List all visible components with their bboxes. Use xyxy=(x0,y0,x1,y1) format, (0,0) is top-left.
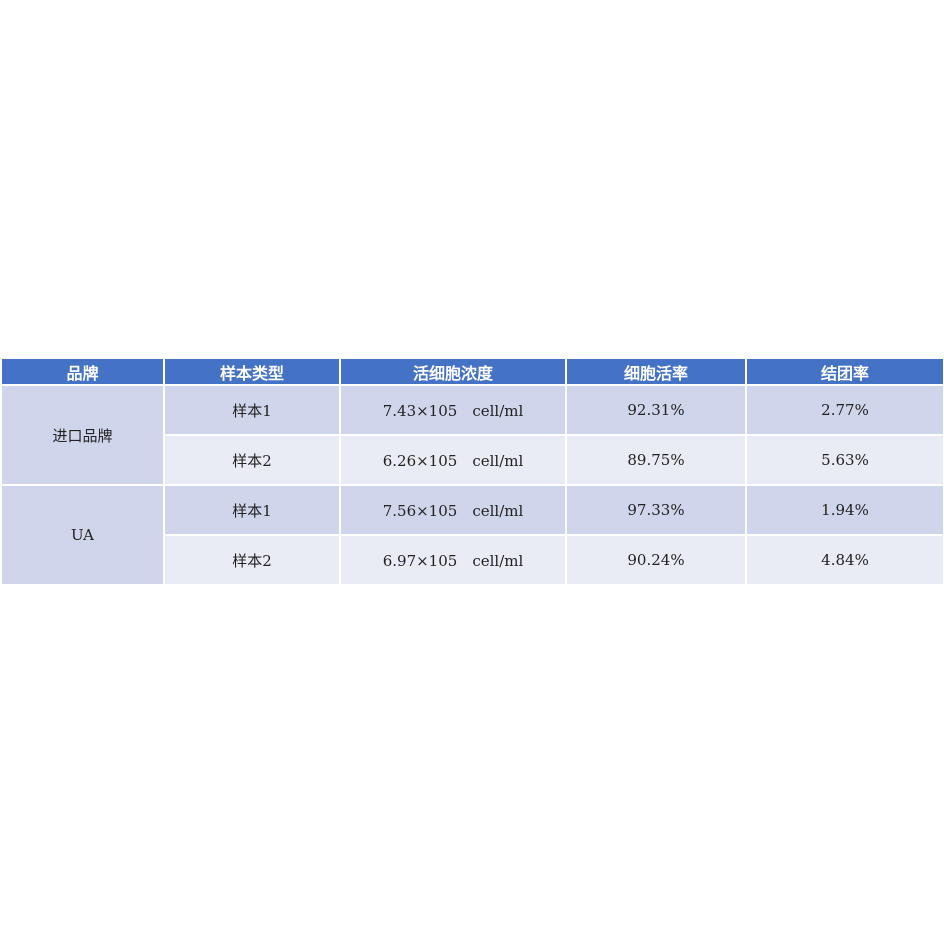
concentration-cell: 6.97×105 cell/ml xyxy=(339,534,567,586)
header-concentration: 活细胞浓度 xyxy=(339,357,567,386)
table-row: 进口品牌 样本1 7.43×105 cell/ml 92.31% 2.77% xyxy=(0,384,944,486)
concentration-cell: 7.56×105 cell/ml xyxy=(339,484,567,536)
viability-cell: 90.24% xyxy=(565,534,747,586)
sample-cell: 样本2 xyxy=(163,434,341,486)
sample-cell: 样本1 xyxy=(163,384,341,436)
results-table: 品牌 样本类型 活细胞浓度 细胞活率 结团率 进口品牌 样本1 7.43×105… xyxy=(0,357,944,586)
viability-cell: 89.75% xyxy=(565,434,747,486)
header-viability: 细胞活率 xyxy=(565,357,747,386)
concentration-cell: 6.26×105 cell/ml xyxy=(339,434,567,486)
sample-cell: 样本1 xyxy=(163,484,341,536)
header-row: 品牌 样本类型 活细胞浓度 细胞活率 结团率 xyxy=(0,357,944,386)
table-row: UA 样本1 7.56×105 cell/ml 97.33% 1.94% xyxy=(0,484,944,586)
aggregation-cell: 2.77% xyxy=(745,384,944,436)
header-aggregation: 结团率 xyxy=(745,357,944,386)
header-brand: 品牌 xyxy=(0,357,165,386)
header-sample-type: 样本类型 xyxy=(163,357,341,386)
viability-cell: 92.31% xyxy=(565,384,747,436)
brand-cell: UA xyxy=(0,484,165,586)
table-row: 样本2 6.26×105 cell/ml 89.75% 5.63% xyxy=(1,434,944,486)
sample-cell: 样本2 xyxy=(163,534,341,586)
brand-cell: 进口品牌 xyxy=(0,384,165,486)
concentration-cell: 7.43×105 cell/ml xyxy=(339,384,567,436)
viability-cell: 97.33% xyxy=(565,484,747,536)
aggregation-cell: 5.63% xyxy=(745,434,944,486)
aggregation-cell: 4.84% xyxy=(745,534,944,586)
aggregation-cell: 1.94% xyxy=(745,484,944,536)
